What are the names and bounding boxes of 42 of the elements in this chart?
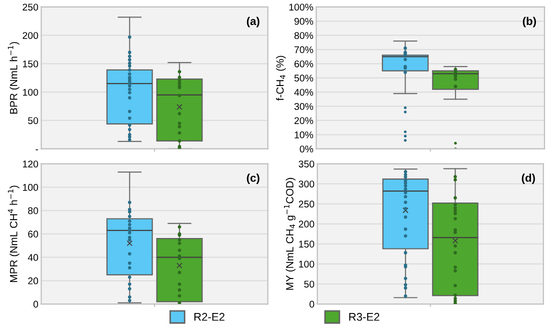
y-tick-label: 50% bbox=[294, 74, 314, 82]
y-tick-label: 120 bbox=[22, 160, 38, 168]
y-tick-label: 200 bbox=[22, 32, 38, 39]
y-tick-label: 60% bbox=[294, 60, 314, 68]
y-tick-label: 0 bbox=[310, 300, 314, 308]
y-tick-label: 250 bbox=[22, 4, 38, 11]
legend-label: R3-E2 bbox=[349, 312, 380, 321]
y-tick-label: 10% bbox=[294, 131, 314, 138]
y-tick-label: 80% bbox=[294, 32, 314, 39]
y-tick-label: 100% bbox=[289, 4, 314, 11]
y-tick-label: 60 bbox=[28, 230, 38, 238]
y-tick-label: 100 bbox=[22, 184, 38, 191]
y-tick-label: 200 bbox=[298, 220, 314, 228]
y-tick-label: 100 bbox=[299, 260, 314, 268]
y-tick-label: 40% bbox=[294, 88, 314, 96]
y-tick-label: 20 bbox=[28, 277, 38, 284]
y-tick-label: 30% bbox=[294, 103, 314, 110]
y-axis-title: f-CH$_{4}$ (%) bbox=[276, 56, 286, 101]
y-axis-title: BPR (NmL h$^{−1}$) bbox=[8, 42, 20, 114]
y-tick-label: 90% bbox=[294, 18, 314, 25]
y-tick-label: 0% bbox=[300, 146, 314, 152]
annotation: (c) bbox=[246, 174, 260, 184]
y-tick-label: 300 bbox=[298, 180, 314, 188]
legend-label: R2-E2 bbox=[194, 312, 224, 321]
y-tick-label: 50 bbox=[304, 280, 314, 288]
y-axis-title: MY (NmL CH$_{4}$ g$^{−1}$COD) bbox=[284, 178, 296, 290]
y-tick-label: 70% bbox=[294, 46, 314, 54]
y-tick-label: 0 bbox=[33, 300, 38, 308]
y-tick-label: 80 bbox=[28, 207, 38, 214]
annotation: (b) bbox=[522, 16, 536, 28]
y-tick-label: 250 bbox=[298, 200, 314, 208]
y-tick-label: - bbox=[36, 149, 38, 150]
y-tick-label: 50 bbox=[28, 117, 38, 124]
y-tick-label: 20% bbox=[294, 117, 314, 124]
y-tick-label: 40 bbox=[28, 254, 38, 261]
y-tick-label: 100 bbox=[22, 88, 38, 96]
annotation: (d) bbox=[522, 174, 535, 184]
y-tick-label: 350 bbox=[298, 160, 314, 168]
y-tick-label: 150 bbox=[22, 60, 38, 68]
annotation: (a) bbox=[246, 16, 260, 28]
y-tick-label: 150 bbox=[299, 240, 314, 248]
y-axis-title: MPR (NmL CH$^{4}$ h$^{−1}$) bbox=[8, 186, 20, 282]
